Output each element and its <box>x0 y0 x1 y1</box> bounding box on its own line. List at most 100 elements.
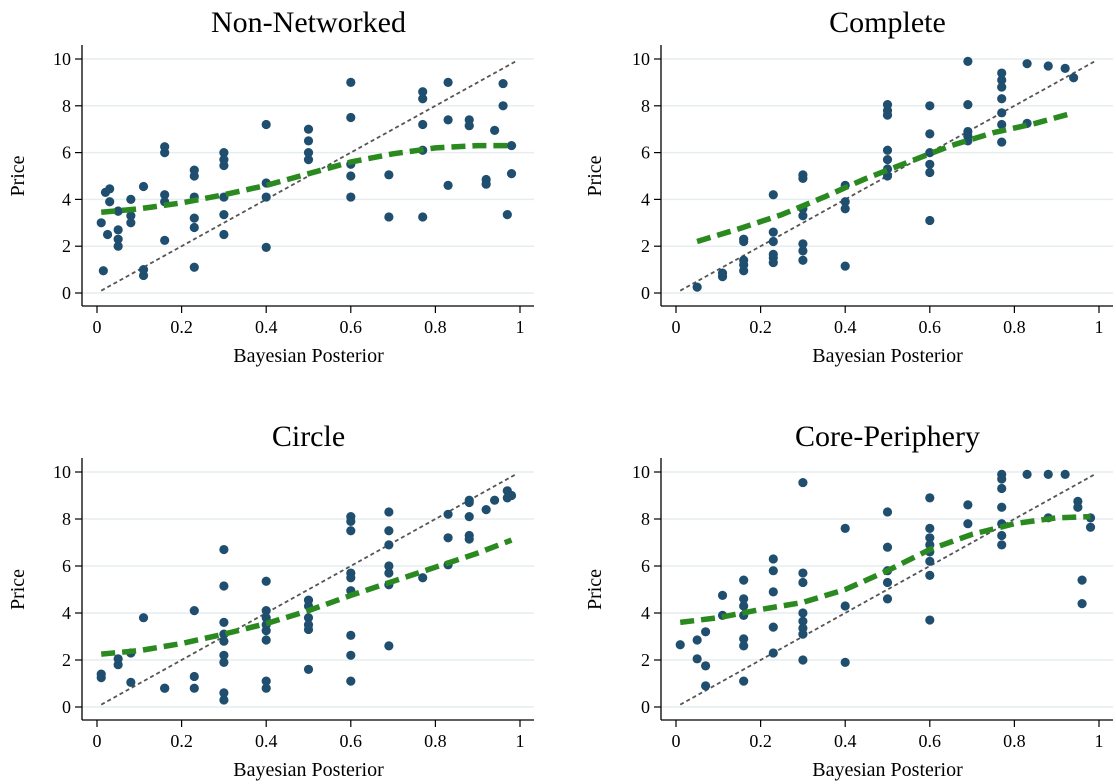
data-point <box>418 212 428 222</box>
data-point <box>96 673 106 683</box>
data-point <box>997 94 1007 104</box>
y-tick-label: 2 <box>62 236 71 256</box>
data-point <box>384 540 394 550</box>
data-point <box>160 190 170 200</box>
data-point <box>506 140 517 151</box>
data-point <box>1022 59 1032 69</box>
data-point <box>498 101 508 111</box>
data-point <box>997 540 1007 550</box>
y-tick-label: 0 <box>641 697 650 717</box>
y-tick-label: 10 <box>632 462 650 482</box>
data-point <box>768 249 778 259</box>
data-point <box>105 197 115 207</box>
data-point <box>384 568 394 578</box>
chart-title: Circle <box>272 420 345 453</box>
x-tick-label: 0.2 <box>749 731 772 751</box>
data-point <box>882 110 893 120</box>
data-point <box>963 100 973 110</box>
y-tick-label: 10 <box>53 462 71 482</box>
data-point <box>840 204 850 214</box>
y-axis-label: Price <box>584 155 606 196</box>
data-point <box>346 112 356 123</box>
data-point <box>219 544 229 555</box>
data-point <box>261 192 271 202</box>
data-point <box>113 234 123 244</box>
data-point <box>840 523 850 534</box>
data-point <box>798 477 808 488</box>
data-point <box>798 655 808 665</box>
x-axis-label: Bayesian Posterior <box>812 759 963 781</box>
data-point <box>303 124 314 134</box>
data-point <box>126 211 136 221</box>
data-point <box>798 211 808 221</box>
data-point <box>384 170 394 180</box>
data-point <box>384 526 394 536</box>
data-point <box>925 570 935 581</box>
data-point <box>261 119 271 130</box>
y-tick-label: 10 <box>632 49 650 69</box>
data-point <box>502 210 512 220</box>
data-point <box>189 165 199 175</box>
data-point <box>346 573 356 583</box>
data-point <box>739 676 749 686</box>
data-point <box>963 519 973 529</box>
data-point <box>798 568 808 578</box>
y-tick-label: 0 <box>62 283 71 303</box>
x-tick-label: 0.8 <box>424 731 447 751</box>
y-tick-label: 6 <box>641 556 650 576</box>
data-point <box>997 474 1007 484</box>
data-point <box>925 167 935 178</box>
reference-line <box>100 60 517 292</box>
x-tick-label: 0.4 <box>255 317 278 337</box>
data-point <box>768 587 778 597</box>
data-point <box>798 239 808 249</box>
data-point <box>963 56 973 66</box>
data-point <box>739 601 749 611</box>
data-point <box>997 119 1007 130</box>
x-tick-label: 1 <box>516 731 525 751</box>
data-point <box>925 159 935 169</box>
data-point <box>113 654 123 664</box>
data-point <box>798 577 808 588</box>
data-point <box>1043 469 1053 479</box>
data-point <box>418 87 428 97</box>
data-point <box>768 190 778 200</box>
x-tick-label: 0 <box>93 731 102 751</box>
data-point <box>219 636 229 646</box>
data-point <box>464 534 474 544</box>
data-point <box>768 566 778 576</box>
data-point <box>701 661 711 671</box>
data-point <box>768 236 778 247</box>
data-point <box>925 493 935 503</box>
data-point <box>798 616 808 626</box>
data-point <box>464 497 474 508</box>
data-point <box>882 577 893 588</box>
x-axis-label: Bayesian Posterior <box>233 345 384 367</box>
data-point <box>443 533 453 543</box>
data-point <box>346 676 356 686</box>
data-point <box>798 608 808 618</box>
x-tick-label: 0.2 <box>170 317 193 337</box>
data-point <box>160 683 170 693</box>
data-point <box>303 613 314 623</box>
data-point <box>113 225 123 235</box>
data-point <box>768 227 778 237</box>
data-point <box>443 509 453 519</box>
data-point <box>882 594 893 604</box>
data-point <box>303 148 314 158</box>
data-point <box>692 635 702 645</box>
data-point <box>1022 469 1032 479</box>
data-point <box>997 75 1007 85</box>
data-point <box>96 218 106 228</box>
data-point <box>219 229 229 240</box>
data-point <box>126 218 136 228</box>
data-point <box>261 576 271 586</box>
y-tick-label: 10 <box>53 49 71 69</box>
data-point <box>443 115 453 125</box>
data-point <box>464 512 474 522</box>
x-tick-label: 0.8 <box>1003 317 1026 337</box>
data-point <box>189 606 199 616</box>
data-point <box>443 180 453 190</box>
data-point <box>303 155 314 165</box>
data-point <box>102 229 113 240</box>
